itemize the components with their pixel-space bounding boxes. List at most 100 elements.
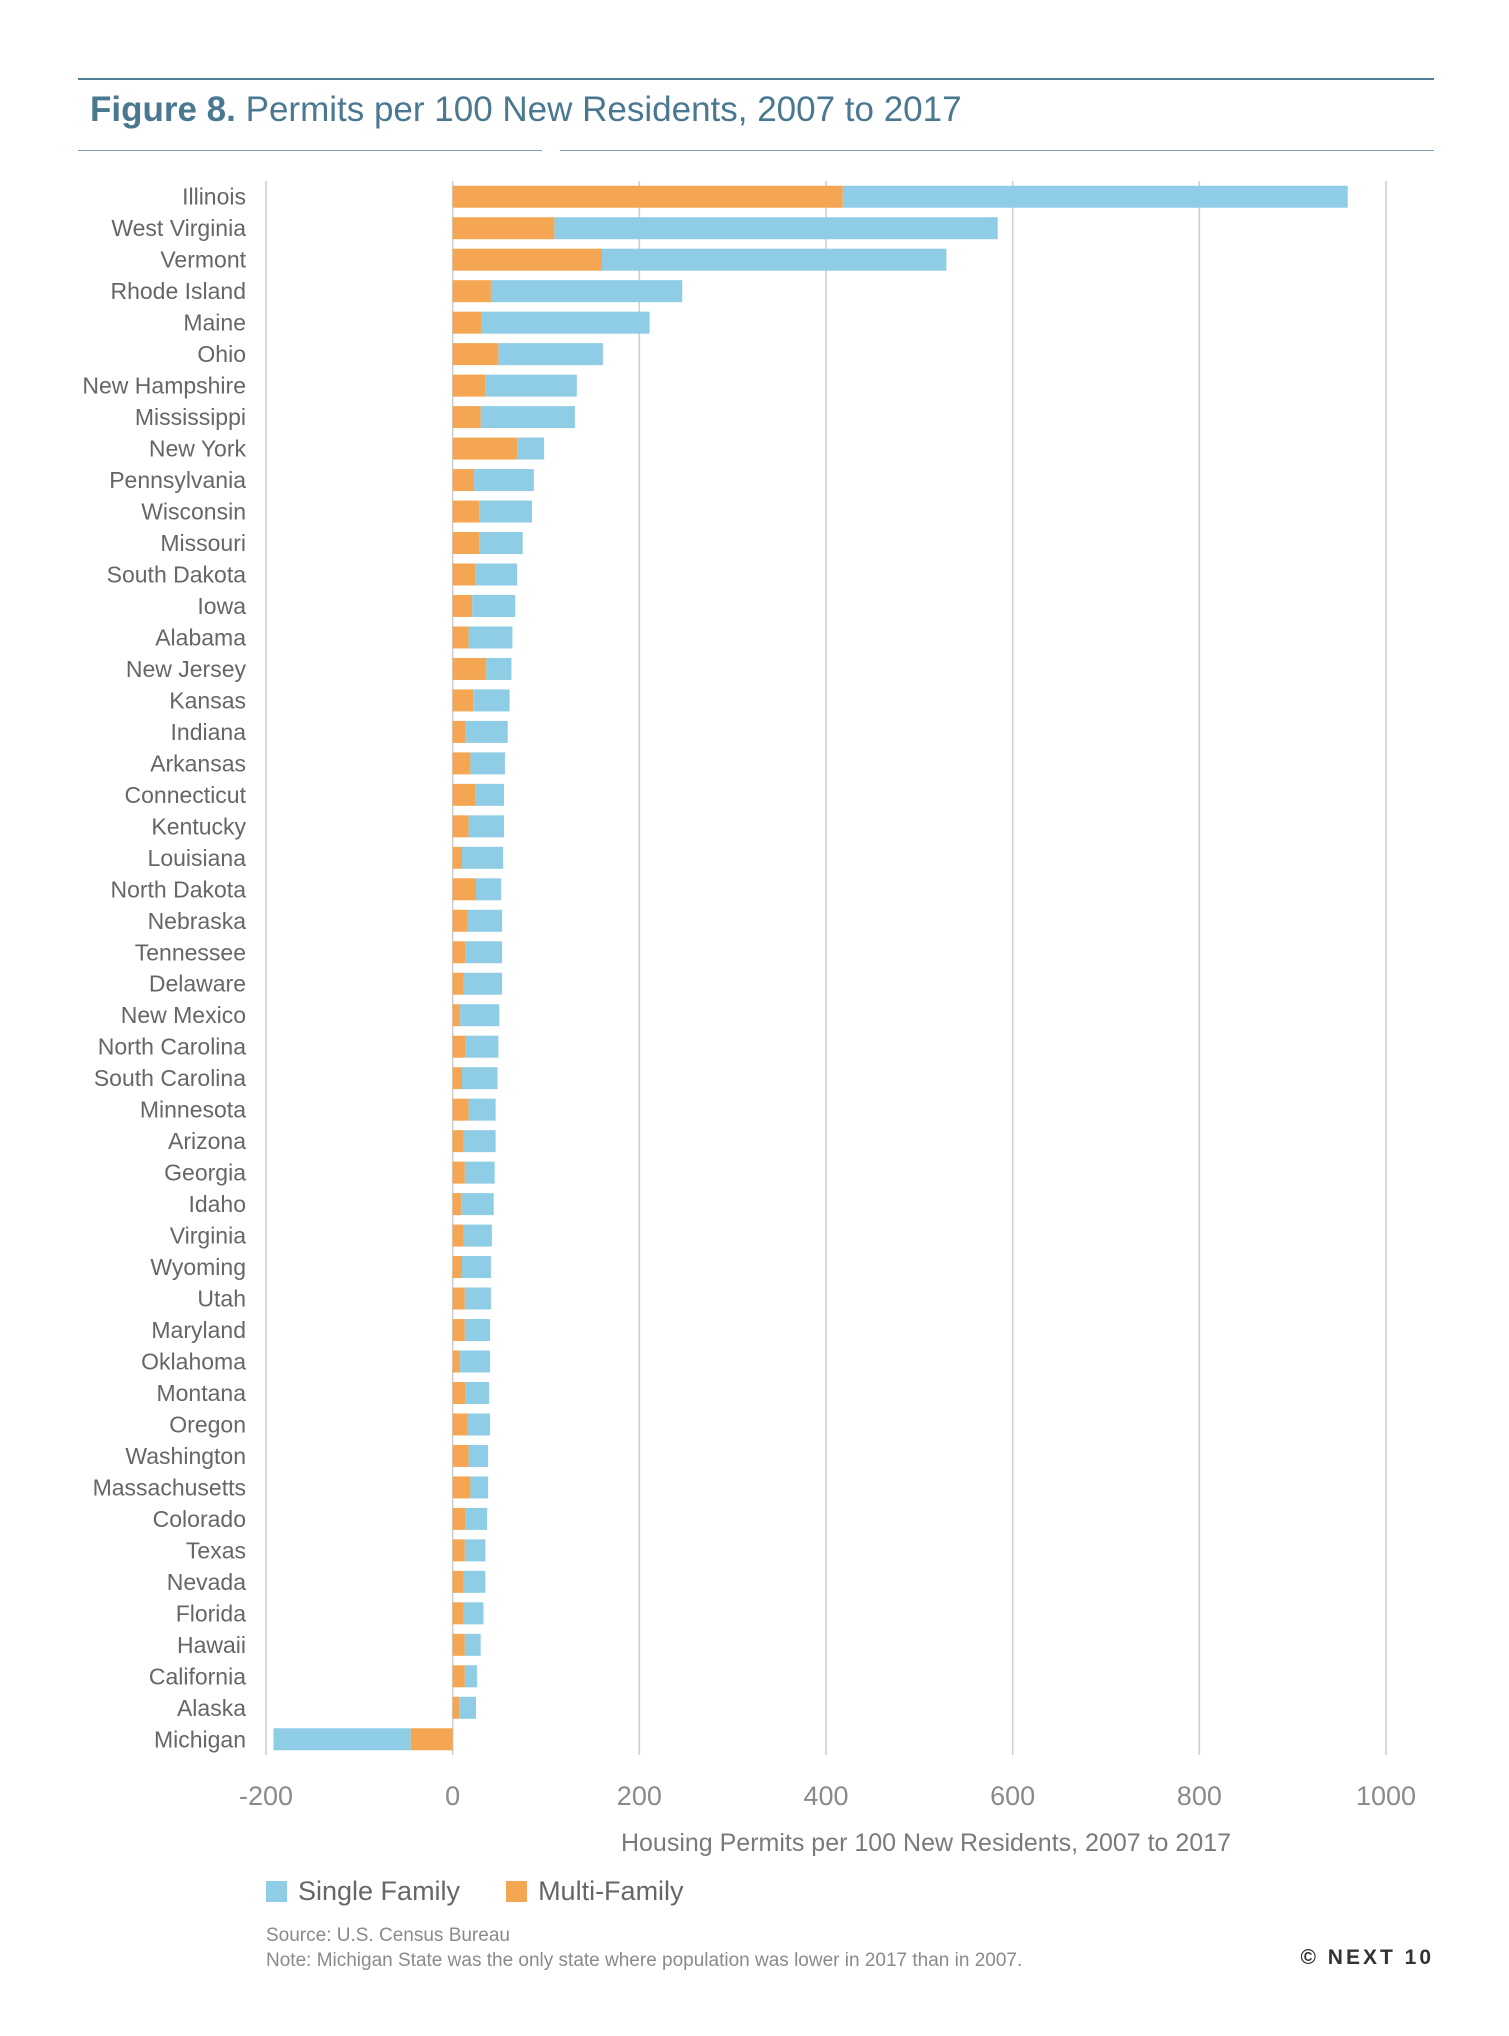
- category-label-indiana: Indiana: [171, 719, 247, 745]
- x-axis-title: Housing Permits per 100 New Residents, 2…: [621, 1829, 1231, 1857]
- category-label-vermont: Vermont: [160, 247, 246, 273]
- legend-label-single-family: Single Family: [298, 1875, 461, 1906]
- bar-multi-family-maine: [452, 311, 482, 334]
- x-tick-label-200: 200: [617, 1781, 662, 1811]
- bar-multi-family-michigan: [410, 1728, 453, 1751]
- legend-item-single-family: Single Family: [266, 1876, 460, 1907]
- bar-multi-family-georgia: [452, 1161, 465, 1184]
- bar-multi-family-massachusetts: [452, 1476, 471, 1499]
- bar-single-family-wyoming: [462, 1256, 491, 1279]
- bar-single-family-massachusetts: [470, 1476, 489, 1499]
- category-label-alabama: Alabama: [155, 624, 246, 650]
- figure-label: Figure 8.: [90, 90, 236, 129]
- bar-multi-family-kansas: [452, 689, 474, 712]
- category-label-texas: Texas: [186, 1537, 246, 1563]
- bar-single-family-new-hampshire: [485, 374, 577, 397]
- category-label-missouri: Missouri: [160, 530, 246, 556]
- bar-single-family-louisiana: [462, 846, 504, 869]
- bar-multi-family-arkansas: [452, 752, 471, 775]
- category-label-utah: Utah: [197, 1286, 246, 1312]
- bar-multi-family-maryland: [452, 1319, 465, 1342]
- category-label-south-carolina: South Carolina: [94, 1065, 246, 1091]
- category-label-nevada: Nevada: [167, 1569, 246, 1595]
- x-tick-label-0: 0: [445, 1781, 460, 1811]
- bar-single-family-washington: [468, 1444, 489, 1467]
- bar-single-family-new-mexico: [460, 1004, 500, 1027]
- bar-single-family-virginia: [463, 1224, 492, 1247]
- bar-single-family-new-york: [517, 437, 545, 460]
- bar-multi-family-montana: [452, 1381, 466, 1404]
- category-label-virginia: Virginia: [170, 1223, 246, 1249]
- bar-multi-family-north-carolina: [452, 1035, 466, 1058]
- bar-multi-family-minnesota: [452, 1098, 469, 1121]
- legend-swatch-single-family: [266, 1880, 287, 1902]
- bar-single-family-connecticut: [475, 783, 504, 806]
- category-label-maryland: Maryland: [151, 1317, 246, 1343]
- category-label-louisiana: Louisiana: [148, 845, 247, 871]
- category-label-minnesota: Minnesota: [140, 1097, 246, 1123]
- bar-single-family-new-jersey: [486, 657, 512, 680]
- bar-multi-family-alabama: [452, 626, 469, 649]
- category-label-hawaii: Hawaii: [177, 1632, 246, 1658]
- bar-multi-family-florida: [452, 1602, 464, 1625]
- bar-multi-family-tennessee: [452, 941, 466, 964]
- legend-item-multi-family: Multi-Family: [506, 1876, 684, 1907]
- bar-single-family-illinois: [842, 185, 1348, 208]
- category-label-maine: Maine: [183, 310, 246, 336]
- category-label-wyoming: Wyoming: [150, 1254, 246, 1280]
- footnotes: Source: U.S. Census Bureau Note: Michiga…: [266, 1923, 1022, 1973]
- category-label-kansas: Kansas: [169, 687, 246, 713]
- michigan-note: Note: Michigan State was the only state …: [266, 1950, 1023, 1971]
- category-label-california: California: [149, 1663, 246, 1689]
- bar-multi-family-oklahoma: [452, 1350, 461, 1373]
- category-label-alaska: Alaska: [177, 1695, 246, 1721]
- category-label-north-carolina: North Carolina: [98, 1034, 246, 1060]
- bar-single-family-georgia: [464, 1161, 495, 1184]
- category-label-idaho: Idaho: [188, 1191, 246, 1217]
- bar-multi-family-california: [452, 1665, 465, 1688]
- bar-single-family-kentucky: [468, 815, 504, 838]
- bar-single-family-indiana: [465, 720, 508, 743]
- bar-single-family-nebraska: [467, 909, 503, 932]
- category-label-arkansas: Arkansas: [150, 750, 246, 776]
- bar-single-family-delaware: [463, 972, 503, 995]
- category-label-new-jersey: New Jersey: [126, 656, 247, 682]
- category-label-oklahoma: Oklahoma: [141, 1349, 246, 1375]
- category-label-south-dakota: South Dakota: [107, 562, 247, 588]
- bar-single-family-north-carolina: [465, 1035, 499, 1058]
- bar-multi-family-nevada: [452, 1570, 464, 1593]
- bar-multi-family-nebraska: [452, 909, 468, 932]
- bar-multi-family-louisiana: [452, 846, 462, 869]
- bar-single-family-maine: [481, 311, 650, 334]
- bar-multi-family-vermont: [452, 248, 602, 271]
- bar-multi-family-new-jersey: [452, 657, 487, 680]
- title-underline-right: [560, 150, 1434, 151]
- category-label-connecticut: Connecticut: [125, 782, 247, 808]
- category-label-new-york: New York: [149, 436, 247, 462]
- bar-multi-family-oregon: [452, 1413, 468, 1436]
- bar-single-family-missouri: [479, 532, 523, 555]
- bar-multi-family-virginia: [452, 1224, 464, 1247]
- x-tick-label-400: 400: [803, 1781, 848, 1811]
- bar-multi-family-iowa: [452, 594, 473, 617]
- category-label-colorado: Colorado: [153, 1506, 246, 1532]
- legend: Single Family Multi-Family: [266, 1873, 730, 1909]
- bar-single-family-oregon: [467, 1413, 490, 1436]
- bar-multi-family-delaware: [452, 972, 464, 995]
- x-tick-label-800: 800: [1177, 1781, 1222, 1811]
- x-tick-label-1000: 1000: [1356, 1781, 1416, 1811]
- legend-label-multi-family: Multi-Family: [538, 1875, 684, 1906]
- bar-multi-family-illinois: [452, 185, 843, 208]
- bar-single-family-west-virginia: [554, 217, 998, 240]
- bar-multi-family-mississippi: [452, 406, 481, 429]
- bar-multi-family-ohio: [452, 343, 499, 366]
- bar-multi-family-pennsylvania: [452, 469, 475, 492]
- source-note: Source: U.S. Census Bureau: [266, 1925, 510, 1946]
- category-label-delaware: Delaware: [149, 971, 246, 997]
- bar-single-family-hawaii: [464, 1633, 481, 1656]
- bar-single-family-wisconsin: [479, 500, 532, 523]
- category-label-iowa: Iowa: [197, 593, 246, 619]
- legend-swatch-multi-family: [506, 1880, 528, 1902]
- bar-single-family-south-dakota: [475, 563, 518, 586]
- category-label-massachusetts: Massachusetts: [93, 1474, 246, 1500]
